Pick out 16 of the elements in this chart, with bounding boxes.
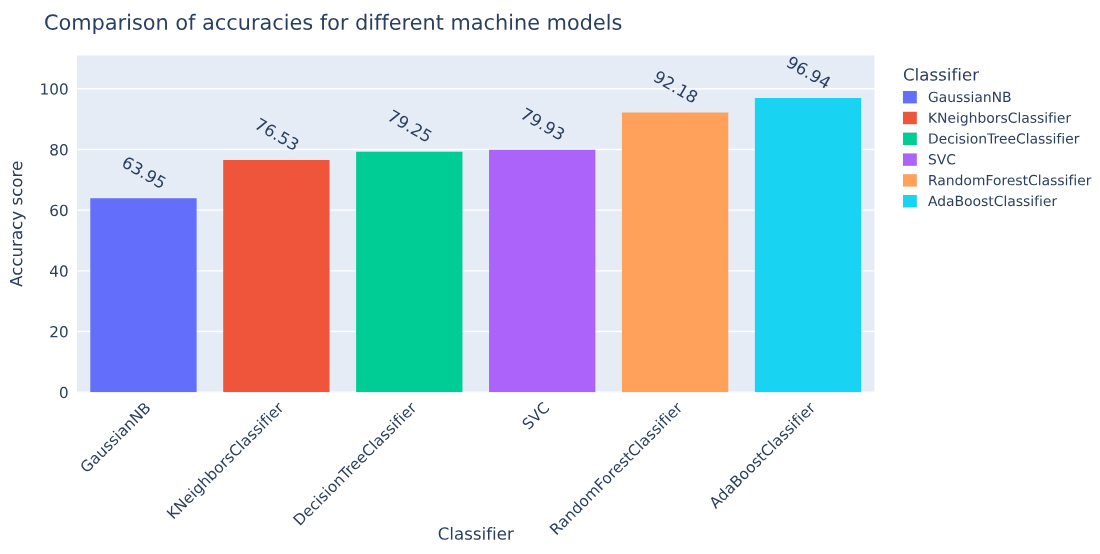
legend-title: Classifier [903,67,980,81]
y-tick-label: 100 [41,83,68,95]
chart-title: Comparison of accuracies for different machine models [45,13,622,35]
legend-label: KNeighborsClassifier [929,112,1072,126]
y-tick-label: 0 [59,386,68,399]
legend-label: RandomForestClassifier [929,174,1092,186]
y-tick-label: 80 [50,143,68,156]
legend-label: AdaBoostClassifier [928,195,1058,207]
legend-label: GaussianNB [928,91,1011,103]
x-axis-title: Classifier [438,526,514,540]
y-axis-title: Accuracy score [10,161,26,287]
legend-label: SVC [928,154,956,165]
y-tick-label: 20 [50,326,68,338]
legend-label: DecisionTreeClassifier [929,133,1080,144]
y-tick-label: 60 [50,204,68,217]
y-tick-label: 40 [49,265,68,277]
